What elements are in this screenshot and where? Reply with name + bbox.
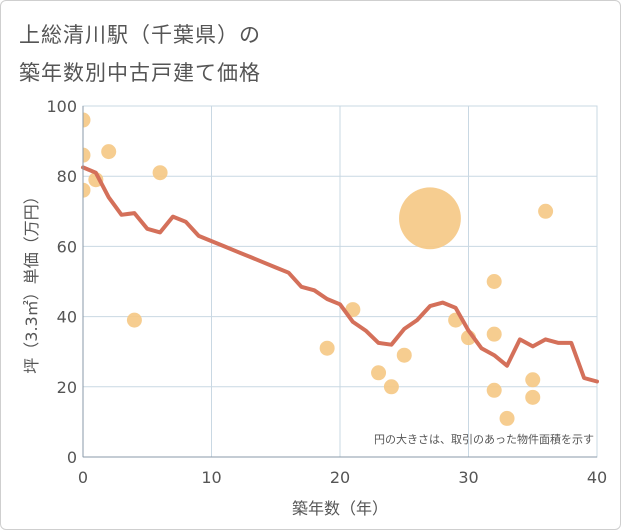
trend-layer <box>81 165 599 384</box>
x-tick-label: 0 <box>78 468 88 487</box>
y-tick-label: 40 <box>57 308 77 327</box>
bubble-layer <box>83 112 554 426</box>
data-point <box>152 165 168 181</box>
y-tick-label: 80 <box>57 167 77 186</box>
data-point <box>396 347 412 363</box>
y-tick-label: 60 <box>57 237 77 256</box>
data-point <box>486 382 502 398</box>
y-tick-label: 20 <box>57 378 77 397</box>
data-point <box>345 302 361 318</box>
data-point <box>499 410 515 426</box>
x-tick-label: 30 <box>458 468 478 487</box>
x-tick-label: 20 <box>330 468 350 487</box>
chart-title-line-1: 上総清川駅（千葉県）の <box>19 23 261 47</box>
x-tick-label: 40 <box>587 468 607 487</box>
data-point <box>83 182 91 198</box>
data-point <box>83 112 91 128</box>
data-point <box>486 274 502 289</box>
data-point <box>525 389 541 405</box>
bubble-size-note: 円の大きさは、取引のあった物件面積を示す <box>374 432 594 446</box>
data-point <box>399 187 461 250</box>
data-point <box>83 147 91 163</box>
data-point <box>371 365 387 381</box>
data-point <box>383 379 399 395</box>
x-tick-label: 10 <box>201 468 221 487</box>
data-point <box>126 312 142 328</box>
chart-title-line-2: 築年数別中古戸建て価格 <box>19 61 261 85</box>
data-point <box>525 372 541 388</box>
y-axis-title: 坪（3.3㎡）単価（万円） <box>22 188 41 373</box>
data-point <box>538 203 554 219</box>
tick-layer: 0 10 20 30 40 0 20 40 60 80 100 <box>46 97 607 487</box>
y-tick-label: 0 <box>67 448 77 467</box>
y-tick-label: 100 <box>46 97 77 116</box>
trend-line <box>81 165 599 384</box>
data-point <box>486 326 502 342</box>
x-axis-title: 築年数（年） <box>292 499 388 518</box>
data-point <box>101 144 117 160</box>
data-point <box>319 340 335 356</box>
grid-layer <box>82 105 598 458</box>
